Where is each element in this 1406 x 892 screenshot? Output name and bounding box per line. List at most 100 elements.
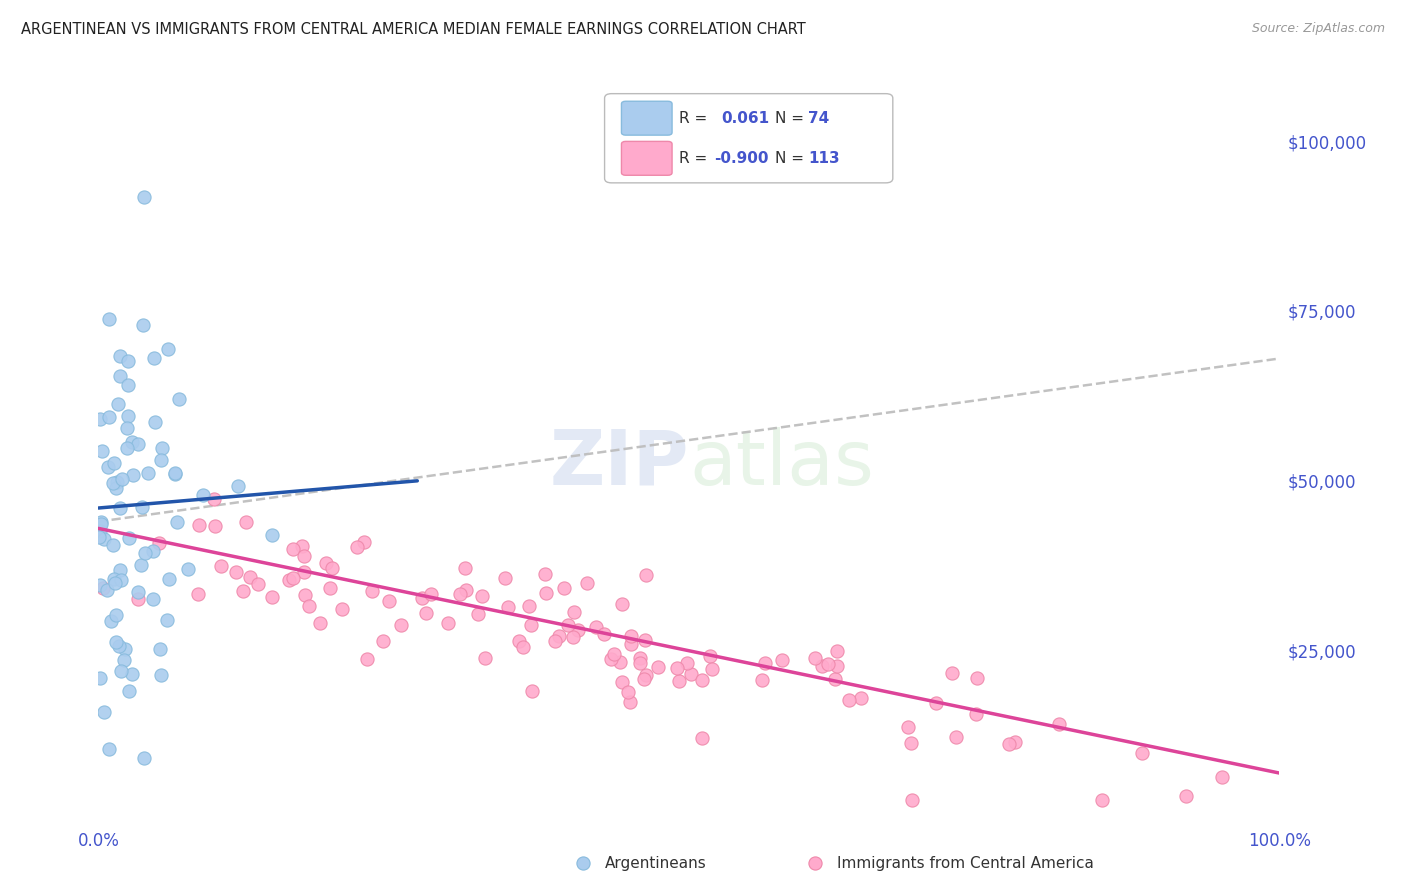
Point — [699, 648, 721, 663]
Point — [127, 437, 149, 451]
Point — [103, 576, 125, 591]
Point — [281, 542, 304, 557]
Point — [512, 640, 534, 654]
Point — [166, 515, 188, 529]
Point — [585, 620, 607, 634]
Point — [436, 615, 458, 630]
Point — [827, 659, 849, 673]
Point — [121, 434, 143, 449]
Point — [150, 453, 173, 467]
Point — [105, 607, 128, 622]
Point — [827, 643, 849, 657]
Point — [494, 571, 516, 585]
Point — [118, 532, 141, 546]
Point — [90, 517, 112, 532]
Point — [103, 457, 125, 471]
Point — [93, 705, 115, 719]
Point — [150, 668, 173, 682]
Point — [150, 441, 173, 455]
Text: Immigrants from Central America: Immigrants from Central America — [837, 856, 1094, 871]
Point — [997, 737, 1019, 751]
Point — [277, 573, 299, 587]
Point — [108, 368, 131, 383]
Point — [467, 607, 489, 621]
Point — [533, 567, 555, 582]
Point — [187, 518, 209, 533]
Point — [294, 588, 316, 602]
Point — [454, 582, 477, 597]
Point — [89, 578, 111, 592]
Point — [361, 584, 384, 599]
Point — [156, 613, 179, 627]
Point — [148, 536, 170, 550]
Point — [247, 577, 270, 591]
Point — [127, 585, 149, 599]
Point — [291, 539, 314, 553]
Point — [600, 651, 623, 665]
Y-axis label: Median Female Earnings: Median Female Earnings — [0, 370, 7, 558]
Point — [100, 614, 122, 628]
Point — [157, 572, 180, 586]
Point — [209, 559, 232, 574]
Point — [945, 730, 967, 744]
Point — [97, 409, 120, 424]
Point — [575, 576, 598, 591]
Point — [1047, 716, 1070, 731]
Point — [666, 661, 689, 675]
Point — [520, 683, 543, 698]
Point — [810, 658, 832, 673]
Point — [149, 641, 172, 656]
Text: atlas: atlas — [689, 427, 873, 500]
Point — [553, 581, 575, 595]
Point — [129, 558, 152, 572]
Point — [619, 636, 641, 650]
Point — [824, 672, 846, 686]
Point — [134, 546, 156, 560]
Point — [567, 623, 589, 637]
Point — [90, 515, 112, 529]
Point — [378, 594, 401, 608]
Point — [609, 655, 631, 669]
Point — [107, 397, 129, 411]
Point — [107, 639, 129, 653]
Point — [647, 660, 669, 674]
Point — [557, 618, 579, 632]
Text: 113: 113 — [808, 151, 839, 166]
Text: Source: ZipAtlas.com: Source: ZipAtlas.com — [1251, 22, 1385, 36]
Point — [228, 479, 250, 493]
Point — [292, 565, 315, 579]
Point — [117, 409, 139, 424]
Point — [117, 378, 139, 392]
Point — [225, 565, 247, 579]
Point — [204, 519, 226, 533]
Point — [1211, 770, 1233, 784]
Point — [112, 653, 135, 667]
Point — [900, 793, 922, 807]
Point — [103, 476, 125, 491]
Point — [353, 535, 375, 549]
Point — [562, 605, 585, 619]
Point — [105, 635, 128, 649]
Point — [232, 583, 254, 598]
Point — [309, 615, 332, 630]
Point — [610, 597, 633, 611]
Point — [283, 571, 305, 585]
Point — [332, 602, 354, 616]
Point — [165, 466, 187, 480]
Point — [167, 392, 190, 406]
Point — [117, 354, 139, 368]
Point — [298, 599, 321, 613]
Point — [849, 690, 872, 705]
Point — [187, 587, 209, 601]
Point — [202, 492, 225, 507]
Point — [121, 667, 143, 681]
Point — [690, 731, 713, 746]
Point — [1130, 746, 1153, 760]
Point — [419, 586, 441, 600]
Point — [134, 751, 156, 765]
Point — [96, 582, 118, 597]
Text: R =: R = — [679, 151, 707, 166]
Point — [131, 318, 153, 333]
Point — [634, 632, 657, 647]
Text: -0.900: -0.900 — [714, 151, 769, 166]
